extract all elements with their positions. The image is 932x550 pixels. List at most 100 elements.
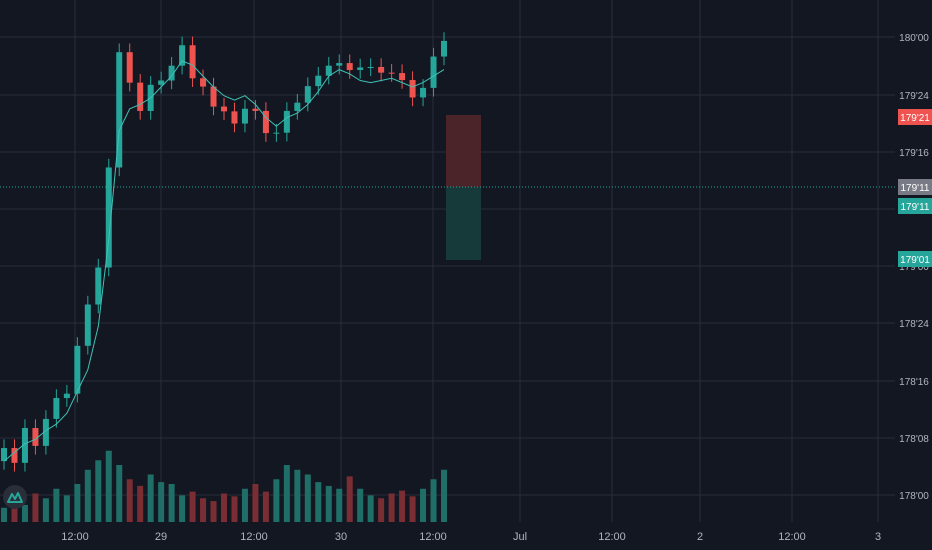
volume-bar (63, 495, 70, 522)
volume-bar (283, 465, 290, 522)
time-axis[interactable]: 12:00 29 12:00 30 12:00 Jul 12:00 2 12:00 3 (0, 522, 895, 550)
price-tick-label: 178'24 (899, 319, 929, 330)
stop-loss-zone[interactable] (446, 115, 481, 187)
volume-bar (189, 491, 196, 522)
volume-bar (84, 469, 91, 522)
candle-body[interactable] (63, 393, 70, 399)
price-tick-label: 178'08 (899, 434, 929, 445)
candle-body[interactable] (252, 108, 259, 111)
volume-bar (367, 495, 374, 522)
volume-bar (95, 460, 102, 522)
volume-bar (158, 482, 165, 522)
volume-bar (252, 484, 259, 522)
volume-bar (210, 501, 217, 522)
candle-body[interactable] (304, 86, 311, 103)
price-axis[interactable]: 180'00179'24179'16179'08179'00178'24178'… (895, 0, 932, 550)
candle-body[interactable] (116, 52, 123, 168)
candle-body[interactable] (21, 428, 28, 463)
price-axis-background (895, 0, 932, 550)
candle-body[interactable] (336, 63, 343, 66)
volume-bar (241, 488, 248, 522)
candle-body[interactable] (137, 82, 144, 111)
take-profit-zone[interactable] (446, 187, 481, 260)
volume-bar (409, 496, 416, 522)
candle-body[interactable] (179, 45, 186, 66)
volume-bar (126, 479, 133, 522)
entry-price-badge (898, 198, 932, 214)
candle-body[interactable] (367, 66, 374, 68)
stop-price-label: 179'21 (900, 113, 930, 124)
candle-body[interactable] (1, 448, 7, 462)
time-tick-label: 12:00 (778, 531, 806, 543)
candle-body[interactable] (74, 345, 81, 394)
candle-body[interactable] (262, 110, 269, 134)
volume-bar (273, 479, 280, 522)
candle-body[interactable] (95, 267, 102, 305)
candle-body[interactable] (378, 66, 385, 73)
candle-body[interactable] (189, 45, 196, 79)
volume-bar (325, 485, 332, 522)
volume-bar (346, 476, 353, 522)
volume-bar (441, 469, 447, 522)
candle-body[interactable] (315, 75, 322, 87)
candle-body[interactable] (420, 87, 427, 98)
volume-bar (315, 482, 322, 522)
volume-bar (430, 479, 437, 522)
candle-body[interactable] (388, 72, 395, 74)
tradingview-logo-icon[interactable] (3, 485, 27, 509)
price-tick-label: 178'16 (899, 377, 929, 388)
target-price-badge (898, 251, 932, 267)
price-tick-label: 179'16 (899, 148, 929, 159)
candle-body[interactable] (294, 102, 301, 111)
volume-bar (32, 493, 39, 522)
candle-body[interactable] (399, 73, 406, 81)
volume-bar (231, 496, 238, 522)
volume-bar (200, 498, 207, 522)
candle-body[interactable] (273, 132, 280, 134)
time-tick-label: Jul (513, 531, 527, 543)
candle-body[interactable] (441, 40, 447, 57)
candle-body[interactable] (283, 110, 290, 133)
time-tick-label: 12:00 (419, 531, 447, 543)
volume-bar (168, 484, 175, 522)
volume-bar (1, 507, 7, 522)
volume-bar (42, 498, 49, 522)
price-tick-label: 180'00 (899, 33, 929, 44)
candle-body[interactable] (430, 56, 437, 88)
candle-body[interactable] (200, 78, 207, 87)
candle-body[interactable] (357, 67, 364, 71)
volume-bar (221, 493, 227, 522)
volume-bar (294, 469, 301, 522)
candle-body[interactable] (158, 80, 165, 85)
last-price-label: 179'11 (901, 183, 930, 194)
position-zones[interactable] (446, 115, 481, 260)
candle-body[interactable] (210, 86, 217, 107)
candle-body[interactable] (241, 108, 248, 124)
candle-body[interactable] (84, 304, 91, 346)
volume-bar (11, 503, 18, 522)
candle-body[interactable] (409, 80, 416, 98)
candle-body[interactable] (126, 52, 133, 83)
candle-body[interactable] (53, 398, 60, 419)
candle-body[interactable] (32, 428, 39, 446)
time-tick-label: 29 (155, 531, 167, 543)
volume-bar (388, 493, 395, 522)
candle-body[interactable] (325, 65, 332, 76)
candle-body[interactable] (105, 167, 112, 268)
moving-average-line (3, 60, 445, 462)
candle-body[interactable] (11, 448, 18, 463)
candle-body[interactable] (231, 111, 238, 124)
price-tick-label: 178'00 (899, 491, 929, 502)
volume-bars (1, 450, 447, 522)
volume-bar (399, 490, 406, 522)
time-tick-label: 30 (335, 531, 347, 543)
time-axis-background (0, 522, 895, 550)
candle-body[interactable] (346, 63, 353, 71)
volume-bar (116, 465, 123, 522)
candle-body[interactable] (221, 106, 227, 112)
candle-body[interactable] (168, 65, 175, 81)
candle-body[interactable] (42, 418, 49, 446)
time-tick-label: 3 (875, 531, 881, 543)
